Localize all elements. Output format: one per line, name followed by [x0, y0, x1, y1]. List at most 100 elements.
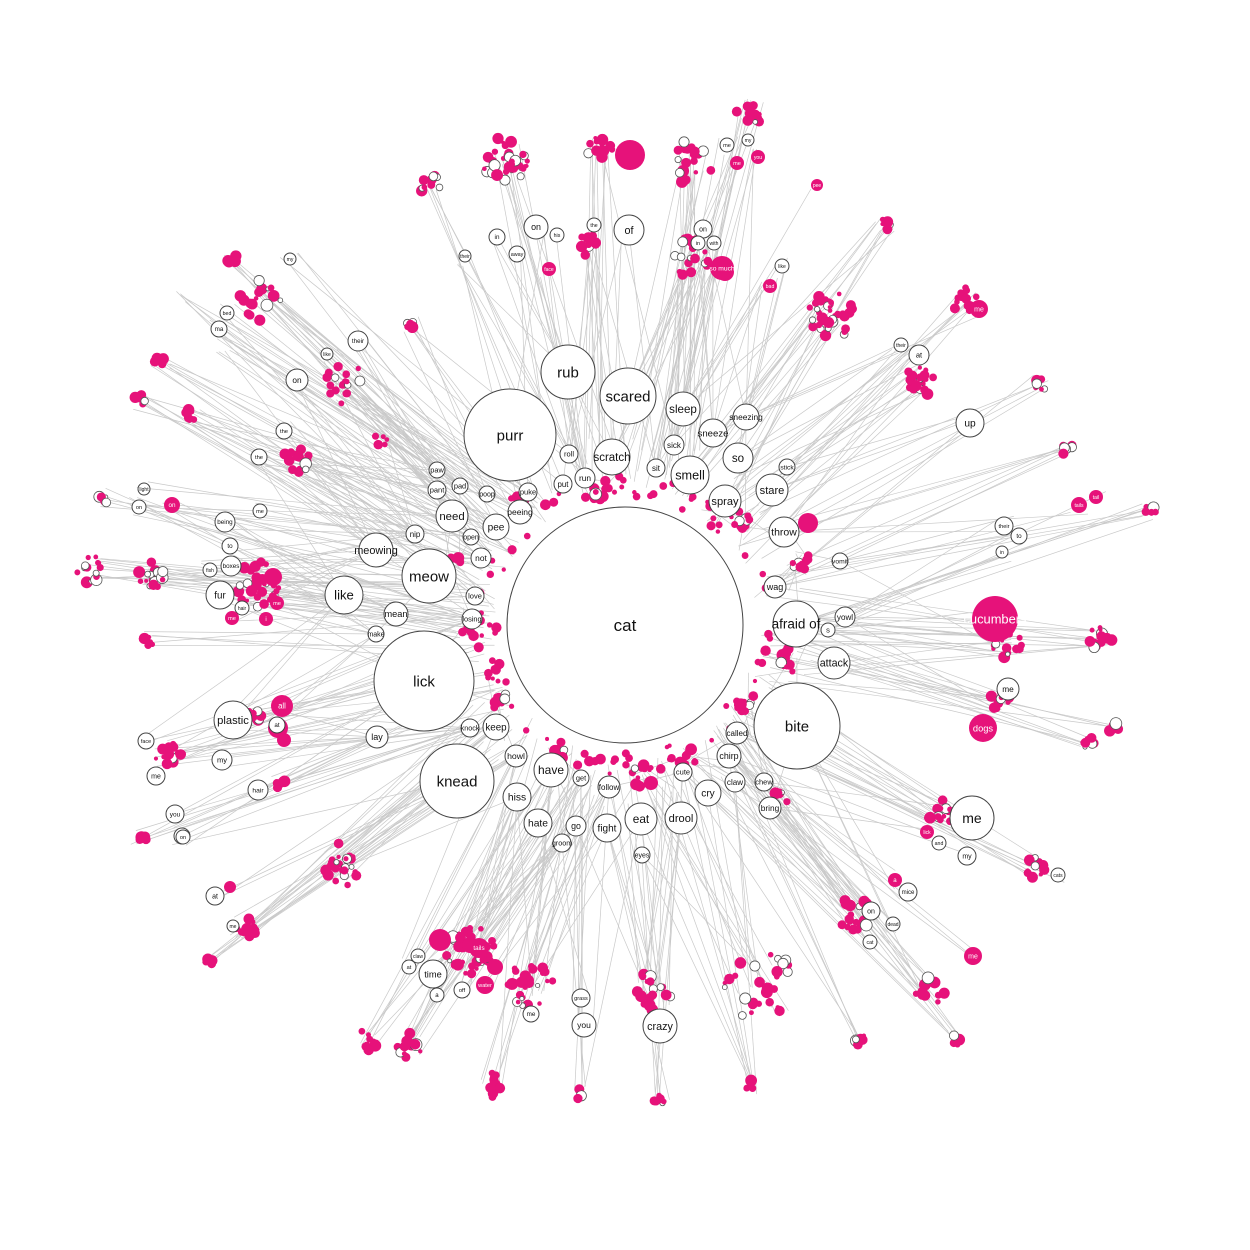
leaf-node [631, 986, 643, 998]
leaf-node [285, 450, 291, 457]
leaf-node [693, 170, 699, 175]
primary-word-node: pant [427, 480, 447, 500]
word-circle [234, 600, 250, 616]
word-circle [724, 771, 746, 793]
outer-word-node: me [996, 677, 1020, 701]
leaf-node [355, 365, 361, 372]
edge [584, 818, 642, 1087]
outer-word-node: in [690, 235, 706, 251]
edge [737, 228, 894, 459]
leaf-node [524, 158, 530, 164]
outer-word-node: all [271, 695, 293, 717]
outer-word-node: tails [1071, 497, 1087, 513]
leaf-node [545, 978, 550, 984]
word-circle [247, 779, 269, 801]
edge [531, 785, 608, 972]
leaf-node [678, 136, 690, 148]
leaf-node [806, 304, 813, 311]
edge [531, 769, 596, 967]
word-circle [995, 545, 1009, 559]
edge [296, 451, 502, 520]
leaf-node [463, 970, 469, 976]
leaf-node [418, 1049, 423, 1054]
edge [810, 641, 1008, 653]
word-circle [285, 368, 309, 392]
leaf-node [948, 1030, 960, 1041]
leaf-node [734, 957, 747, 969]
leaf-node [222, 255, 234, 267]
word-circle [820, 622, 836, 638]
primary-word-node: drool [664, 801, 698, 835]
leaf-node [494, 658, 505, 670]
leaf-node [522, 727, 530, 734]
edge [765, 595, 1107, 641]
edge [773, 514, 1151, 578]
leaf-node [802, 556, 808, 562]
leaf-node [591, 241, 600, 249]
word-circle [613, 214, 645, 246]
leaf-node [904, 367, 913, 377]
word-circle [642, 1008, 678, 1044]
word-circle [565, 815, 587, 837]
edge [535, 818, 642, 982]
edge [727, 301, 970, 493]
leaf-node [798, 560, 806, 568]
leaf-node [760, 645, 771, 656]
leaf-node [937, 795, 948, 806]
leaf-node [1089, 627, 1095, 633]
leaf-node [245, 585, 258, 597]
leaf-node [485, 1082, 496, 1093]
leaf-node [435, 183, 444, 192]
leaf-node [331, 386, 340, 395]
leaf-node [884, 217, 889, 223]
leaf-node [401, 1051, 407, 1057]
primary-word-node: sit [646, 458, 666, 478]
leaf-node [827, 308, 833, 313]
leaf-node [1086, 732, 1097, 743]
outer-word-node: me [964, 947, 982, 965]
leaf-node [752, 678, 758, 684]
edge [707, 389, 922, 524]
leaf-node [263, 561, 269, 568]
leaf-node [501, 567, 506, 572]
word-circle [758, 796, 782, 820]
word-circle [774, 258, 790, 274]
edge [137, 719, 505, 844]
word-circle [559, 444, 579, 464]
leaf-node [1016, 634, 1023, 641]
edge [419, 777, 582, 1038]
outer-word-node: at [205, 886, 225, 906]
word-circle [435, 499, 469, 533]
edge [658, 264, 688, 467]
edge [783, 513, 1089, 533]
leaf-node [507, 545, 517, 555]
leaf-node [816, 297, 825, 306]
leaf-node [985, 690, 997, 702]
leaf-node [656, 983, 665, 992]
edge [136, 487, 453, 517]
leaf-node [731, 106, 742, 117]
edge [284, 711, 378, 738]
leaf-node [575, 240, 588, 253]
edge [640, 818, 752, 1082]
edge [451, 558, 495, 610]
edge [163, 361, 478, 544]
leaf-node [261, 581, 267, 587]
edge [433, 796, 518, 1004]
leaf-node [702, 249, 708, 255]
edge [770, 632, 992, 710]
edge [326, 714, 510, 859]
word-circle [763, 279, 777, 293]
leaf-node [93, 554, 99, 560]
leaf-node [649, 1096, 659, 1106]
primary-word-node: yowl [834, 606, 856, 628]
word-circle [663, 434, 685, 456]
edge [737, 289, 762, 459]
leaf-node [149, 356, 160, 367]
word-circle [817, 646, 851, 680]
edge [266, 464, 430, 577]
word-circle [270, 596, 284, 610]
leaf-node [495, 678, 501, 684]
edge [234, 344, 461, 487]
leaf-node [859, 918, 873, 932]
